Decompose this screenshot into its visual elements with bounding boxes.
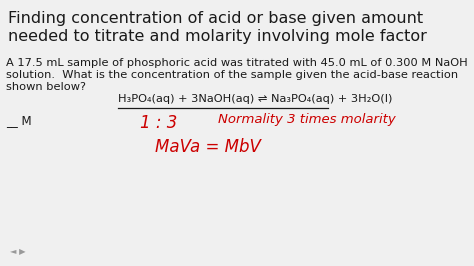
Text: H₃PO₄(aq) + 3NaOH(aq) ⇌ Na₃PO₄(aq) + 3H₂O(l): H₃PO₄(aq) + 3NaOH(aq) ⇌ Na₃PO₄(aq) + 3H₂…	[118, 94, 392, 104]
Text: shown below?: shown below?	[6, 82, 86, 92]
Text: solution.  What is the concentration of the sample given the acid-base reaction: solution. What is the concentration of t…	[6, 70, 458, 80]
Text: 1 : 3: 1 : 3	[140, 114, 177, 132]
Text: MaVa = MbV: MaVa = MbV	[155, 138, 261, 156]
Text: ◄ ▶: ◄ ▶	[10, 247, 26, 256]
Text: A 17.5 mL sample of phosphoric acid was titrated with 45.0 mL of 0.300 M NaOH: A 17.5 mL sample of phosphoric acid was …	[6, 58, 468, 68]
Text: needed to titrate and molarity involving mole factor: needed to titrate and molarity involving…	[8, 29, 427, 44]
Text: Normality 3 times molarity: Normality 3 times molarity	[218, 113, 396, 126]
Text: __ M: __ M	[6, 114, 32, 127]
Text: Finding concentration of acid or base given amount: Finding concentration of acid or base gi…	[8, 11, 423, 26]
